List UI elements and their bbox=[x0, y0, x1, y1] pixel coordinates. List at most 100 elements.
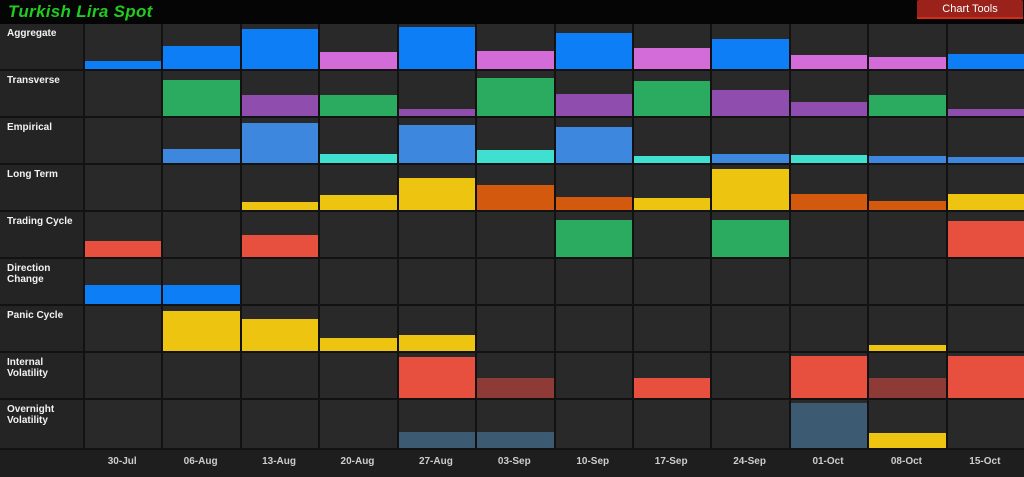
signal-bar-yellow bbox=[869, 432, 946, 448]
grid-cell-empirical-20-aug bbox=[318, 118, 397, 163]
signal-bar-purple bbox=[712, 90, 789, 116]
grid-cell-empirical-03-sep bbox=[475, 118, 554, 163]
grid-cell-empirical-30-jul bbox=[83, 118, 162, 163]
row-aggregate: Aggregate bbox=[0, 24, 1024, 71]
signal-bar-pink bbox=[320, 51, 397, 69]
row-label-transverse: Transverse bbox=[0, 71, 83, 116]
row-trading-cycle: Trading Cycle bbox=[0, 212, 1024, 259]
signal-bar-cyan bbox=[320, 154, 397, 163]
grid-cell-overnight-volatility-15-oct bbox=[945, 400, 1024, 448]
grid-cell-overnight-volatility-08-oct bbox=[867, 400, 946, 448]
grid-cell-transverse-20-aug bbox=[318, 71, 397, 116]
grid-cell-long-term-13-aug bbox=[239, 165, 319, 210]
grid-cell-long-term-24-sep bbox=[710, 165, 789, 210]
grid-cell-aggregate-01-oct bbox=[788, 24, 868, 69]
grid-cell-overnight-volatility-20-aug bbox=[318, 400, 397, 448]
signal-bar-cyan bbox=[477, 149, 554, 163]
chart-tools-button[interactable]: Chart Tools bbox=[917, 0, 1023, 19]
grid-cell-trading-cycle-30-jul bbox=[83, 212, 162, 257]
grid-cell-internal-volatility-08-oct bbox=[867, 353, 946, 398]
grid-cell-empirical-08-oct bbox=[867, 118, 946, 163]
grid-cell-overnight-volatility-06-aug bbox=[161, 400, 240, 448]
grid-cell-aggregate-06-aug bbox=[161, 24, 240, 69]
grid-cell-empirical-17-sep bbox=[631, 118, 711, 163]
grid-cell-transverse-27-aug bbox=[396, 71, 476, 116]
grid-cell-panic-cycle-15-oct bbox=[945, 306, 1024, 351]
grid-cell-trading-cycle-13-aug bbox=[239, 212, 319, 257]
signal-bar-yellow bbox=[398, 177, 476, 210]
signal-bar-orange bbox=[869, 201, 946, 210]
grid-cell-direction-change-27-aug bbox=[396, 259, 476, 304]
signal-bar-orange bbox=[477, 185, 554, 210]
date-axis: 30-Jul 06-Aug 13-Aug 20-Aug 27-Aug 03-Sep 10-S… bbox=[0, 450, 1024, 477]
row-label-direction-change: Direction Change bbox=[0, 259, 83, 304]
grid-cell-long-term-20-aug bbox=[318, 165, 397, 210]
grid-cell-panic-cycle-24-sep bbox=[710, 306, 789, 351]
grid-cell-aggregate-08-oct bbox=[867, 24, 946, 69]
grid-cell-empirical-01-oct bbox=[788, 118, 868, 163]
grid-cell-overnight-volatility-10-sep bbox=[553, 400, 632, 448]
row-direction-change: Direction Change bbox=[0, 259, 1024, 306]
signal-bar-green bbox=[320, 94, 397, 116]
signal-bar-blue bbox=[712, 39, 789, 69]
row-panic-cycle: Panic Cycle bbox=[0, 306, 1024, 353]
grid-cell-internal-volatility-20-aug bbox=[318, 353, 397, 398]
grid-cell-trading-cycle-06-aug bbox=[161, 212, 240, 257]
grid-cell-direction-change-17-sep bbox=[631, 259, 711, 304]
grid-cell-transverse-10-sep bbox=[553, 71, 632, 116]
row-label-panic-cycle: Panic Cycle bbox=[0, 306, 83, 351]
grid-cell-panic-cycle-01-oct bbox=[788, 306, 868, 351]
signal-bar-blue bbox=[398, 26, 476, 69]
signal-bar-lightblue bbox=[163, 148, 240, 163]
signal-bar-red bbox=[633, 377, 711, 398]
grid-cell-transverse-03-sep bbox=[475, 71, 554, 116]
signal-bar-green bbox=[555, 220, 632, 257]
grid-cell-transverse-08-oct bbox=[867, 71, 946, 116]
signal-bar-green bbox=[869, 94, 946, 116]
grid-cell-long-term-01-oct bbox=[788, 165, 868, 210]
grid-cell-overnight-volatility-01-oct bbox=[788, 400, 868, 448]
grid-cell-overnight-volatility-17-sep bbox=[631, 400, 711, 448]
signal-bar-steel bbox=[790, 402, 868, 448]
grid-cell-panic-cycle-17-sep bbox=[631, 306, 711, 351]
grid-cell-long-term-03-sep bbox=[475, 165, 554, 210]
signal-bar-pink bbox=[633, 47, 711, 69]
signal-bar-blue bbox=[85, 284, 162, 304]
signal-bar-blue bbox=[241, 29, 319, 69]
grid-cell-trading-cycle-27-aug bbox=[396, 212, 476, 257]
signal-bar-yellow bbox=[241, 202, 319, 210]
grid-cell-empirical-15-oct bbox=[945, 118, 1024, 163]
grid-cell-overnight-volatility-13-aug bbox=[239, 400, 319, 448]
grid-cell-overnight-volatility-27-aug bbox=[396, 400, 476, 448]
signal-bar-green bbox=[633, 81, 711, 116]
grid-cell-aggregate-30-jul bbox=[83, 24, 162, 69]
grid-cell-direction-change-10-sep bbox=[553, 259, 632, 304]
row-transverse: Transverse bbox=[0, 71, 1024, 118]
row-label-overnight-volatility: Overnight Volatility bbox=[0, 400, 83, 448]
page-title: Turkish Lira Spot bbox=[8, 2, 153, 21]
grid-cell-aggregate-10-sep bbox=[553, 24, 632, 69]
grid-cell-direction-change-24-sep bbox=[710, 259, 789, 304]
signal-bar-red bbox=[85, 240, 162, 257]
grid-cell-long-term-15-oct bbox=[945, 165, 1024, 210]
axis-label-01-oct: 01-Oct bbox=[812, 456, 844, 467]
signal-bar-orange bbox=[790, 193, 868, 210]
axis-label-06-aug: 06-Aug bbox=[183, 456, 218, 467]
header-bar: Turkish Lira Spot Chart Tools bbox=[0, 0, 1024, 24]
grid-cell-trading-cycle-10-sep bbox=[553, 212, 632, 257]
grid-cell-transverse-13-aug bbox=[239, 71, 319, 116]
axis-label-30-jul: 30-Jul bbox=[107, 456, 137, 467]
grid-cell-transverse-15-oct bbox=[945, 71, 1024, 116]
grid-cell-trading-cycle-08-oct bbox=[867, 212, 946, 257]
signal-bar-blue bbox=[163, 46, 240, 69]
axis-label-15-oct: 15-Oct bbox=[969, 456, 1001, 467]
signal-bar-pink bbox=[477, 51, 554, 69]
row-empirical: Empirical bbox=[0, 118, 1024, 165]
grid-cell-internal-volatility-17-sep bbox=[631, 353, 711, 398]
axis-label-03-sep: 03-Sep bbox=[497, 456, 531, 467]
signal-bar-red bbox=[947, 221, 1024, 257]
signal-bar-lightblue bbox=[398, 124, 476, 163]
grid-cell-direction-change-13-aug bbox=[239, 259, 319, 304]
signal-bar-lightblue bbox=[947, 157, 1024, 163]
grid-cell-direction-change-08-oct bbox=[867, 259, 946, 304]
